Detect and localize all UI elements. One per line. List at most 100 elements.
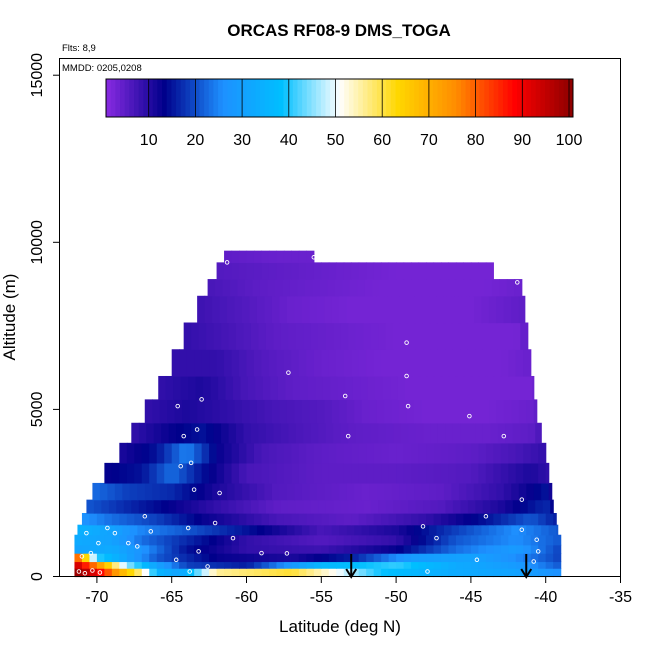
curtain-cell (541, 524, 550, 536)
curtain-cell (327, 279, 336, 297)
curtain-cell (488, 524, 497, 536)
curtain-cell (388, 442, 397, 464)
curtain-cell (167, 399, 176, 424)
curtain-cell (276, 442, 285, 464)
curtain-cell (545, 553, 554, 563)
curtain-cell (186, 442, 195, 464)
curtain-cell (393, 322, 402, 350)
curtain-cell (358, 561, 367, 569)
curtain-cell (396, 349, 405, 377)
curtain-cell (149, 544, 158, 554)
x-tick-label: -50 (385, 589, 408, 606)
curtain-cell (414, 295, 423, 324)
curtain-cell (316, 399, 325, 424)
curtain-cell (378, 322, 387, 350)
curtain-cell (126, 442, 135, 464)
curtain-cell (328, 561, 337, 569)
curtain-cell (324, 399, 333, 424)
curtain-cell (186, 462, 195, 484)
curtain-cell (239, 568, 248, 578)
curtain-cell (396, 262, 405, 280)
curtain-cell (144, 482, 153, 501)
curtain-cell (381, 349, 390, 377)
curtain-cell (213, 499, 222, 514)
curtain-cell (288, 499, 297, 514)
curtain-cell (246, 561, 255, 569)
sample-point (188, 460, 194, 466)
curtain-band (119, 442, 547, 464)
curtain-cell (291, 250, 300, 263)
curtain-cell (111, 462, 120, 484)
curtain-cell (74, 561, 83, 569)
curtain-cell (381, 544, 390, 554)
curtain-cell (116, 499, 125, 514)
curtain-cell (403, 442, 412, 464)
curtain-cell (156, 534, 165, 546)
curtain-cell (209, 561, 218, 569)
curtain-cell (481, 482, 490, 501)
curtain-cell (445, 422, 454, 444)
chart-title: ORCAS RF08-9 DMS_TOGA (227, 21, 451, 40)
curtain-cell (209, 349, 218, 377)
curtain-cell (361, 524, 370, 536)
curtain-cell (541, 482, 550, 501)
curtain-cell (176, 422, 185, 444)
curtain-cell (325, 499, 334, 514)
curtain-cell (276, 250, 285, 263)
curtain-cell (194, 534, 203, 546)
curtain-cell (194, 553, 203, 563)
curtain-cell (478, 349, 487, 377)
curtain-cell (174, 524, 183, 536)
curtain-cell (298, 442, 307, 464)
curtain-cell (253, 262, 263, 280)
curtain-cell (421, 482, 430, 501)
curtain-cell (276, 462, 285, 484)
curtain-cell (228, 322, 237, 350)
colorbar-swatch (213, 79, 219, 117)
curtain-cell (197, 295, 206, 324)
curtain-cell (231, 462, 240, 484)
curtain-cell (280, 422, 289, 444)
colorbar-swatch (204, 79, 210, 117)
curtain-cell (242, 524, 251, 536)
curtain-cell (231, 513, 240, 526)
curtain-cell (423, 322, 432, 350)
curtain-cell (111, 553, 120, 563)
curtain-cell (104, 553, 113, 563)
curtain-cell (283, 262, 292, 280)
curtain-cell (433, 544, 442, 554)
curtain-cell (336, 544, 345, 554)
curtain-cell (298, 262, 307, 280)
curtain-cell (408, 422, 417, 444)
curtain-cell (99, 524, 108, 536)
curtain-cell (487, 375, 496, 400)
curtain-cell (343, 561, 352, 569)
curtain-cell (309, 524, 318, 536)
curtain-cell (354, 295, 363, 324)
curtain-cell (463, 462, 472, 484)
curtain-cell (370, 422, 379, 444)
curtain-cell (376, 295, 385, 324)
curtain-cell (408, 322, 417, 350)
curtain-cell (545, 544, 554, 554)
curtain-cell (485, 442, 494, 464)
curtain-cell (294, 482, 303, 501)
curtain-cell (508, 561, 517, 569)
curtain-cell (503, 482, 512, 501)
curtain-cell (511, 524, 520, 536)
curtain-cell (517, 375, 526, 400)
curtain-cell (485, 349, 494, 377)
curtain-cell (370, 322, 379, 350)
curtain-cell (373, 442, 382, 464)
curtain-cell (219, 295, 228, 324)
curtain-cell (458, 295, 468, 324)
curtain-cell (530, 561, 539, 569)
curtain-cell (426, 262, 435, 280)
curtain-cell (270, 375, 279, 400)
curtain-cell (306, 462, 315, 484)
curtain-cell (442, 375, 451, 400)
curtain-cell (171, 534, 180, 546)
curtain-cell (411, 349, 420, 377)
curtain-cell (239, 534, 248, 546)
curtain-cell (493, 561, 502, 569)
